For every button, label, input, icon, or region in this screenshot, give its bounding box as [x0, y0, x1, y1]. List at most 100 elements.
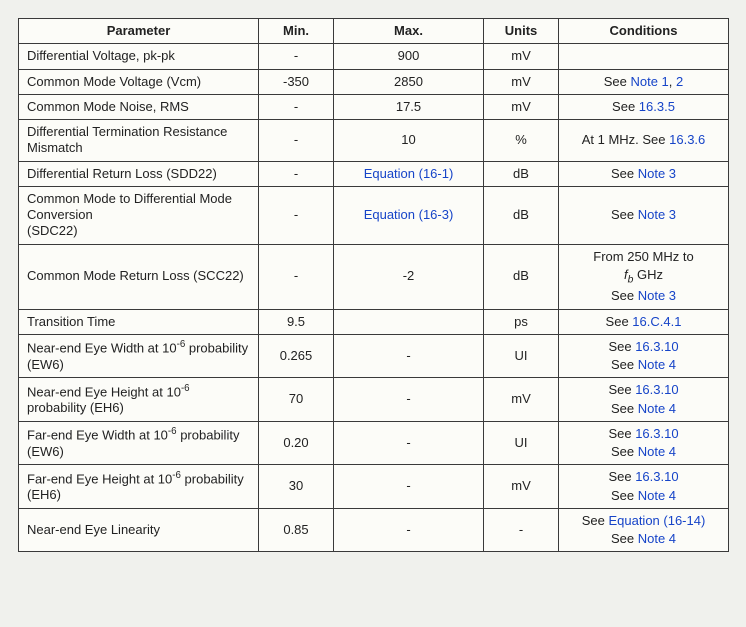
text: Near-end Eye Width at 10	[27, 341, 177, 356]
text: Common Mode Return Loss (SCC22)	[27, 268, 244, 283]
reference-link[interactable]: Note 4	[638, 444, 676, 459]
cell-units: mV	[484, 69, 559, 94]
text: -6	[181, 383, 190, 394]
reference-link[interactable]: 16.3.10	[635, 469, 678, 484]
cell-max: 10	[334, 120, 484, 162]
cell-min: -350	[259, 69, 334, 94]
cell-min: -	[259, 44, 334, 69]
header-units: Units	[484, 19, 559, 44]
cell-conditions: See Note 3	[559, 186, 729, 244]
table-row: Common Mode to Differential Mode Convers…	[19, 186, 729, 244]
condition-line: See Note 4	[611, 401, 676, 417]
text: -6	[172, 470, 181, 481]
cell-conditions: From 250 MHz tofb GHzSee Note 3	[559, 244, 729, 309]
reference-link[interactable]: 16.3.10	[635, 339, 678, 354]
cell-parameter: Differential Termination Resistance Mism…	[19, 120, 259, 162]
text: -	[406, 522, 410, 537]
cell-min: 9.5	[259, 309, 334, 334]
text: Common Mode to Differential Mode Convers…	[27, 191, 232, 222]
header-conditions: Conditions	[559, 19, 729, 44]
cell-parameter: Far-end Eye Height at 10-6 probability (…	[19, 465, 259, 509]
reference-link[interactable]: 16.3.10	[635, 382, 678, 397]
cell-max: -	[334, 334, 484, 378]
condition-line: See Note 4	[611, 357, 676, 373]
cell-units: dB	[484, 244, 559, 309]
condition-line: See Note 4	[611, 444, 676, 460]
reference-link[interactable]: Note 3	[638, 166, 676, 181]
text: See	[611, 288, 638, 303]
reference-link[interactable]: Note 4	[638, 531, 676, 546]
text: At 1 MHz. See	[582, 132, 669, 147]
text: -6	[177, 339, 186, 350]
cell-conditions	[559, 44, 729, 69]
condition-line: See 16.3.10	[608, 469, 678, 485]
cell-parameter: Common Mode Noise, RMS	[19, 94, 259, 119]
cell-min: 0.85	[259, 508, 334, 552]
text: Differential Termination Resistance Mism…	[27, 124, 227, 155]
text: -2	[403, 268, 415, 283]
cell-units: mV	[484, 94, 559, 119]
table-row: Far-end Eye Width at 10-6 probability (E…	[19, 421, 729, 465]
text: -	[406, 348, 410, 363]
reference-link[interactable]: 16.3.5	[639, 99, 675, 114]
cell-conditions: See 16.3.10See Note 4	[559, 378, 729, 422]
cell-min: -	[259, 120, 334, 162]
reference-link[interactable]: Note 3	[638, 288, 676, 303]
reference-link[interactable]: Equation (16-3)	[364, 207, 454, 222]
cell-conditions: See 16.3.5	[559, 94, 729, 119]
reference-link[interactable]: 16.C.4.1	[632, 314, 681, 329]
cell-max: 17.5	[334, 94, 484, 119]
cell-min: 70	[259, 378, 334, 422]
table-row: Common Mode Noise, RMS-17.5mVSee 16.3.5	[19, 94, 729, 119]
cell-conditions: See Equation (16-14)See Note 4	[559, 508, 729, 552]
text: Near-end Eye Height at 10	[27, 384, 181, 399]
cell-units: UI	[484, 334, 559, 378]
table-row: Far-end Eye Height at 10-6 probability (…	[19, 465, 729, 509]
table-row: Near-end Eye Linearity0.85--See Equation…	[19, 508, 729, 552]
text: See	[604, 74, 631, 89]
cell-units: mV	[484, 378, 559, 422]
table-row: Differential Voltage, pk-pk-900mV	[19, 44, 729, 69]
text: See	[611, 166, 638, 181]
reference-link[interactable]: Note 1	[630, 74, 668, 89]
cell-conditions: See Note 1, 2	[559, 69, 729, 94]
cell-parameter: Near-end Eye Width at 10-6 probability (…	[19, 334, 259, 378]
text: See	[611, 444, 638, 459]
text: See	[608, 382, 635, 397]
reference-link[interactable]: Note 4	[638, 488, 676, 503]
table-header: Parameter Min. Max. Units Conditions	[19, 19, 729, 44]
reference-link[interactable]: 16.3.6	[669, 132, 705, 147]
text: See	[582, 513, 609, 528]
cell-parameter: Common Mode Return Loss (SCC22)	[19, 244, 259, 309]
cell-parameter: Near-end Eye Linearity	[19, 508, 259, 552]
reference-link[interactable]: Equation (16-1)	[364, 166, 454, 181]
text: 900	[398, 48, 420, 63]
cell-min: 0.20	[259, 421, 334, 465]
condition-line: See Note 3	[611, 288, 676, 304]
table-row: Differential Return Loss (SDD22)-Equatio…	[19, 161, 729, 186]
condition-line: See Note 4	[611, 488, 676, 504]
text: From 250 MHz to	[593, 249, 693, 264]
cell-parameter: Common Mode Voltage (Vcm)	[19, 69, 259, 94]
cell-units: %	[484, 120, 559, 162]
cell-units: -	[484, 508, 559, 552]
reference-link[interactable]: Note 4	[638, 357, 676, 372]
cell-conditions: See 16.3.10See Note 4	[559, 334, 729, 378]
reference-link[interactable]: Note 3	[638, 207, 676, 222]
reference-link[interactable]: Equation (16-14)	[608, 513, 705, 528]
reference-link[interactable]: Note 4	[638, 401, 676, 416]
cell-parameter: Differential Return Loss (SDD22)	[19, 161, 259, 186]
text: See	[612, 99, 639, 114]
text: 2850	[394, 74, 423, 89]
cell-units: mV	[484, 465, 559, 509]
text: GHz	[633, 267, 663, 282]
cell-units: mV	[484, 44, 559, 69]
reference-link[interactable]: 16.3.10	[635, 426, 678, 441]
cell-max: -2	[334, 244, 484, 309]
text: See	[611, 401, 638, 416]
reference-link[interactable]: 2	[676, 74, 683, 89]
cell-parameter: Transition Time	[19, 309, 259, 334]
cell-max: -	[334, 378, 484, 422]
text: Transition Time	[27, 314, 115, 329]
cell-units: dB	[484, 161, 559, 186]
